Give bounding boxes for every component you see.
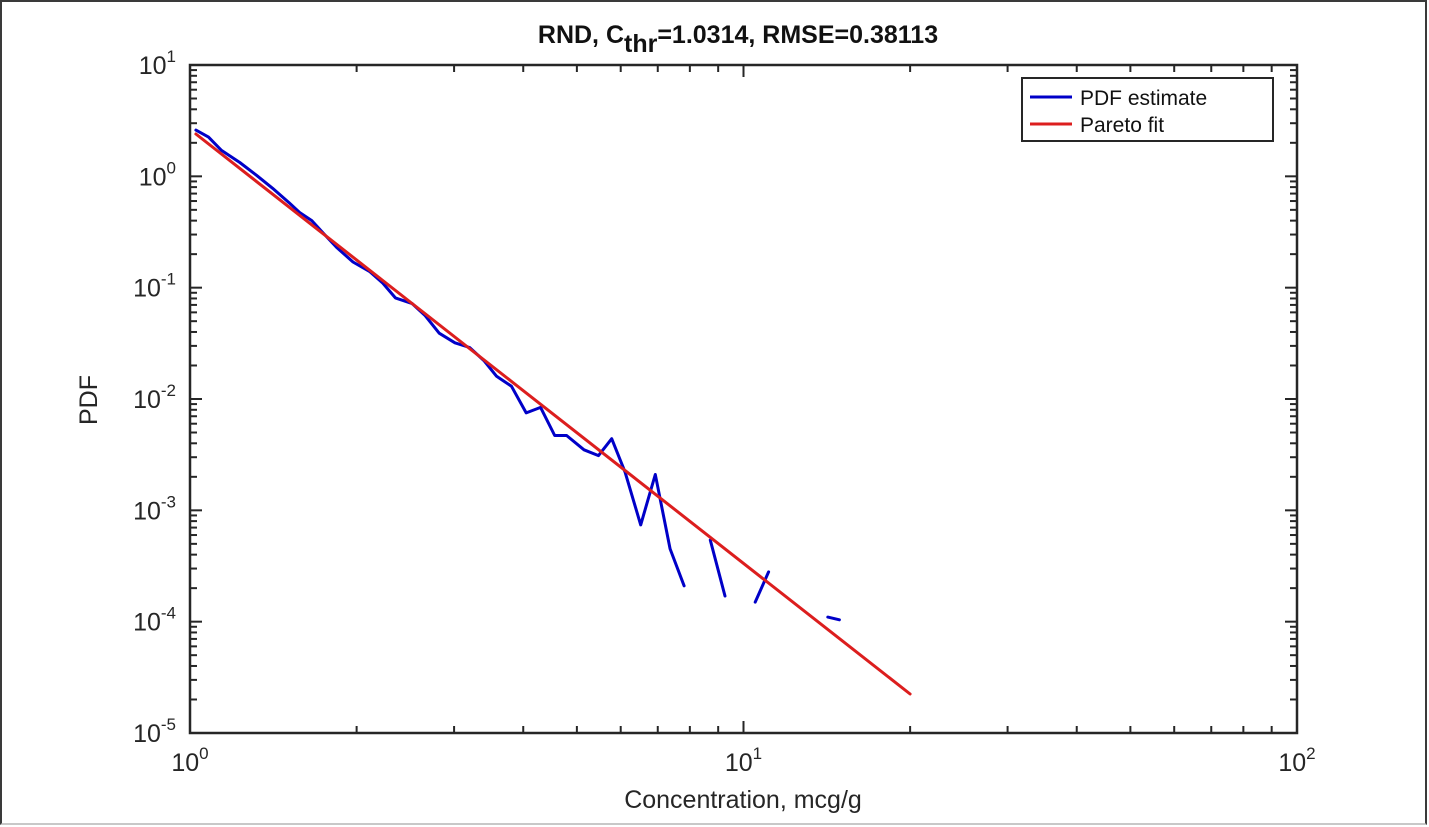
series-line xyxy=(708,538,727,598)
legend: PDF estimate Pareto fit xyxy=(1021,77,1274,142)
series-layer xyxy=(194,128,912,696)
x-axis-label: Concentration, mcg/g xyxy=(624,786,862,814)
series-line xyxy=(194,128,686,588)
chart-title: RND, Cthr=1.0314, RMSE=0.38113 xyxy=(538,21,938,58)
series-pareto-fit xyxy=(194,132,912,696)
series-line xyxy=(826,615,841,622)
y-tick-label: 100 xyxy=(139,158,176,191)
x-tick-label: 102 xyxy=(1278,744,1315,777)
y-tick-label: 10-1 xyxy=(133,270,176,303)
y-tick-label: 10-5 xyxy=(133,715,176,748)
series-line xyxy=(194,132,912,696)
y-tick-label: 10-3 xyxy=(133,492,176,525)
legend-box xyxy=(1021,77,1274,142)
y-tick-label: 10-2 xyxy=(133,381,176,414)
y-tick-label: 101 xyxy=(139,47,176,80)
legend-label-pdf-estimate: PDF estimate xyxy=(1080,87,1207,110)
plot-area xyxy=(190,65,1297,733)
axes xyxy=(188,63,1299,735)
x-tick-label: 101 xyxy=(725,744,762,777)
series-line xyxy=(753,570,771,604)
legend-label-pareto-fit: Pareto fit xyxy=(1080,114,1164,137)
y-axis-label: PDF xyxy=(75,375,103,425)
x-tick-label: 100 xyxy=(171,744,208,777)
series-pdf-estimate xyxy=(194,128,841,622)
y-tick-label: 10-4 xyxy=(133,604,176,637)
